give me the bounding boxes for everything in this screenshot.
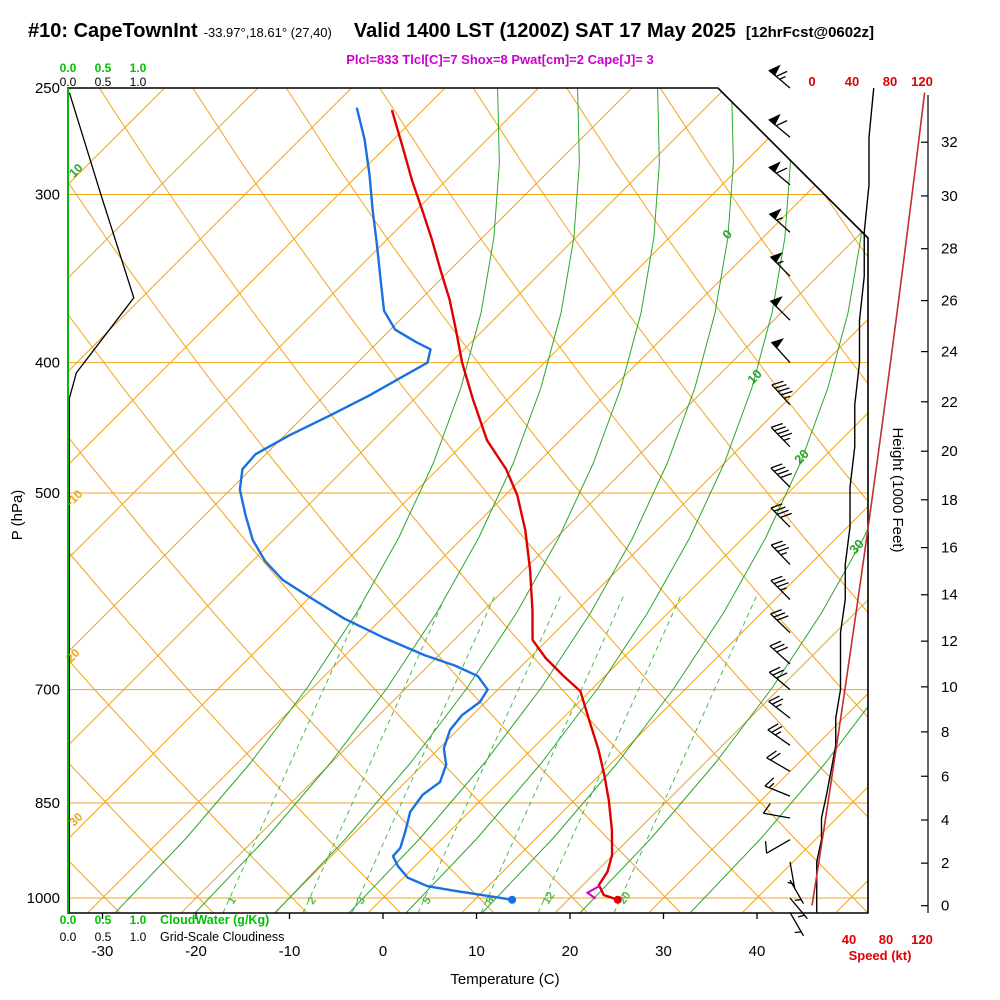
svg-text:-30: -30 [92, 943, 114, 960]
speed-profile [816, 87, 875, 913]
svg-text:0.5: 0.5 [95, 61, 112, 75]
svg-text:1.0: 1.0 [130, 61, 147, 75]
svg-text:0.0: 0.0 [60, 913, 77, 927]
background-grid [68, 88, 868, 913]
svg-text:16: 16 [941, 540, 958, 557]
svg-text:500: 500 [35, 485, 60, 502]
svg-text:-10: -10 [279, 943, 301, 960]
svg-text:12: 12 [941, 633, 958, 650]
svg-text:80: 80 [883, 74, 897, 89]
mixing-ratio-labels: 1 2 3 5 8 12 20 [226, 890, 634, 907]
svg-text:-10: -10 [63, 487, 85, 509]
forecast-tag: [12hrFcst@0602z] [745, 24, 874, 41]
svg-text:1: 1 [226, 895, 239, 907]
pressure-axis: 250 300 400 500 700 850 1000 [27, 80, 60, 907]
cloudwater-label: CloudWater (g/Kg) [160, 913, 269, 927]
svg-text:10: 10 [941, 679, 958, 696]
svg-text:0: 0 [808, 74, 815, 89]
svg-text:8: 8 [484, 895, 497, 907]
svg-text:1.0: 1.0 [130, 913, 147, 927]
svg-text:10: 10 [66, 161, 86, 181]
surface-dewpoint-dot [508, 895, 517, 904]
temperature-curve [390, 109, 620, 901]
svg-text:0.0: 0.0 [60, 61, 77, 75]
svg-text:-20: -20 [185, 943, 207, 960]
indices-line: Plcl=833 Tlcl[C]=7 Shox=8 Pwat[cm]=2 Cap… [346, 52, 654, 67]
height-axis-title: Height (1000 Feet) [889, 427, 906, 552]
svg-text:20: 20 [941, 443, 958, 460]
svg-text:1.0: 1.0 [130, 930, 147, 944]
parcel-mark [585, 884, 601, 900]
svg-text:0.5: 0.5 [95, 75, 112, 89]
svg-text:80: 80 [879, 932, 893, 947]
svg-text:10: 10 [468, 943, 485, 960]
svg-text:5: 5 [421, 895, 434, 907]
svg-text:0: 0 [379, 943, 387, 960]
grid-scale-cloudiness-profile [68, 92, 135, 913]
svg-text:20: 20 [63, 646, 83, 666]
title-bar: #10: CapeTownInt -33.97°,18.61° (27,40) … [28, 20, 874, 43]
svg-text:12: 12 [541, 890, 558, 907]
svg-text:2: 2 [941, 855, 949, 872]
svg-text:120: 120 [911, 932, 933, 947]
svg-text:6: 6 [941, 768, 949, 785]
svg-text:40: 40 [842, 932, 856, 947]
svg-text:2: 2 [306, 895, 319, 907]
svg-text:850: 850 [35, 795, 60, 812]
svg-text:250: 250 [35, 80, 60, 97]
svg-text:28: 28 [941, 241, 958, 258]
svg-text:0.0: 0.0 [60, 930, 77, 944]
svg-text:0: 0 [719, 227, 735, 242]
cloud-scales: 0.00.00.00.00.50.50.50.51.01.01.01.0Clou… [60, 61, 285, 944]
dewpoint-curve [238, 107, 514, 901]
svg-text:700: 700 [35, 682, 60, 699]
svg-text:40: 40 [749, 943, 766, 960]
svg-text:20: 20 [617, 890, 634, 907]
svg-text:26: 26 [941, 293, 958, 310]
svg-text:30: 30 [941, 188, 958, 205]
svg-text:4: 4 [941, 812, 949, 829]
svg-text:14: 14 [941, 587, 958, 604]
svg-text:0.5: 0.5 [95, 913, 112, 927]
svg-text:8: 8 [941, 724, 949, 741]
svg-text:3: 3 [355, 895, 368, 907]
svg-text:1000: 1000 [27, 890, 60, 907]
temperature-axis-title: Temperature (C) [450, 971, 559, 988]
svg-text:10: 10 [744, 366, 765, 387]
valid-time: Valid 1400 LST (1200Z) SAT 17 May 2025 [353, 20, 736, 42]
svg-text:20: 20 [562, 943, 579, 960]
svg-text:0: 0 [941, 898, 949, 915]
height-curve [811, 92, 926, 906]
svg-text:300: 300 [35, 187, 60, 204]
svg-text:30: 30 [655, 943, 672, 960]
svg-text:1.0: 1.0 [130, 75, 147, 89]
station-title: #10: CapeTownInt [28, 20, 198, 42]
pressure-axis-title: P (hPa) [9, 490, 26, 541]
surface-temp-dot [613, 895, 622, 904]
svg-text:24: 24 [941, 344, 958, 361]
station-coords: -33.97°,18.61° (27,40) [203, 25, 332, 40]
svg-text:40: 40 [845, 74, 859, 89]
svg-text:18: 18 [941, 492, 958, 509]
cloudiness-label: Grid-Scale Cloudiness [160, 930, 284, 944]
speed-axis-title: Speed (kt) [849, 948, 912, 963]
svg-text:120: 120 [911, 74, 933, 89]
wind-barbs [762, 64, 808, 937]
svg-text:32: 32 [941, 134, 958, 151]
temperature-axis: -30 -20 -10 0 10 20 30 40 [92, 913, 766, 960]
svg-text:0.0: 0.0 [60, 75, 77, 89]
svg-text:20: 20 [791, 446, 812, 467]
svg-text:400: 400 [35, 355, 60, 372]
svg-text:22: 22 [941, 394, 958, 411]
svg-text:0.5: 0.5 [95, 930, 112, 944]
